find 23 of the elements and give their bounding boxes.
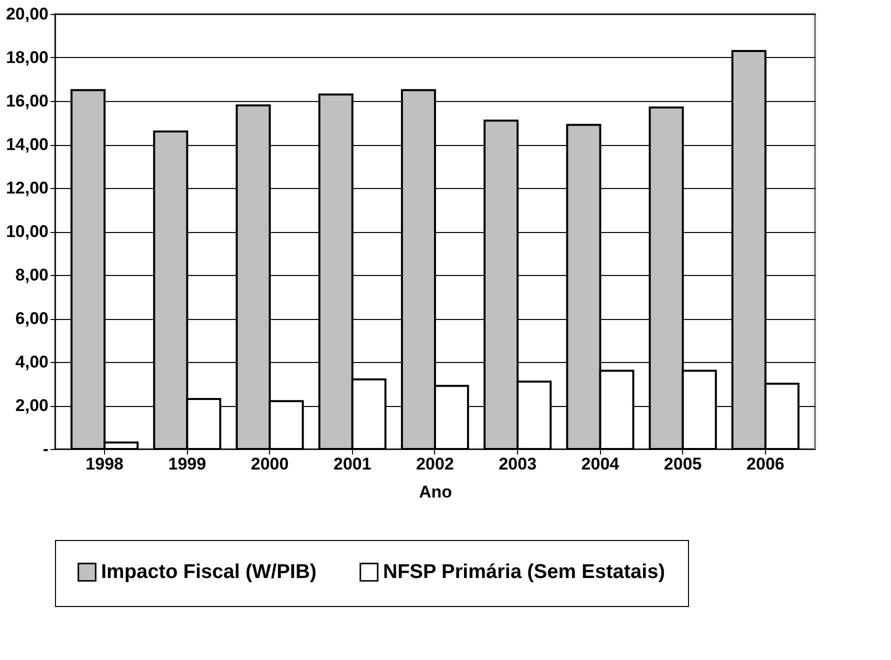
- x-tick-label: 2003: [498, 454, 537, 474]
- y-tick-label: 8,00: [15, 266, 48, 284]
- y-tick-label: 12,00: [6, 178, 48, 198]
- y-tick-label: 16,00: [6, 92, 48, 110]
- x-axis-title: Ano: [418, 482, 452, 502]
- legend-label: Impacto Fiscal (W/PIB): [101, 561, 317, 584]
- y-tick-label: 14,00: [6, 135, 48, 154]
- y-tick-label: 18,00: [6, 48, 48, 67]
- x-tick-label: 1998: [86, 454, 124, 474]
- y-tick-label: 4,00: [15, 352, 48, 372]
- y-tick-label: 2,00: [15, 396, 48, 415]
- x-tick-label: 2004: [581, 454, 620, 474]
- y-tick-label: 20,00: [6, 4, 48, 24]
- y-tick-label: 6,00: [15, 309, 48, 328]
- x-tick-label: 2006: [746, 454, 784, 474]
- x-tick-label: 2001: [333, 454, 372, 474]
- x-tick-label: 2005: [664, 454, 702, 474]
- x-tick-label: 2002: [416, 454, 454, 474]
- x-tick-label: 2000: [250, 454, 289, 474]
- y-tick-label: -: [42, 440, 48, 458]
- y-tick-label: 10,00: [6, 222, 48, 241]
- x-tick-label: 1999: [168, 454, 206, 474]
- legend-label: NFSP Primária (Sem Estatais): [383, 561, 665, 584]
